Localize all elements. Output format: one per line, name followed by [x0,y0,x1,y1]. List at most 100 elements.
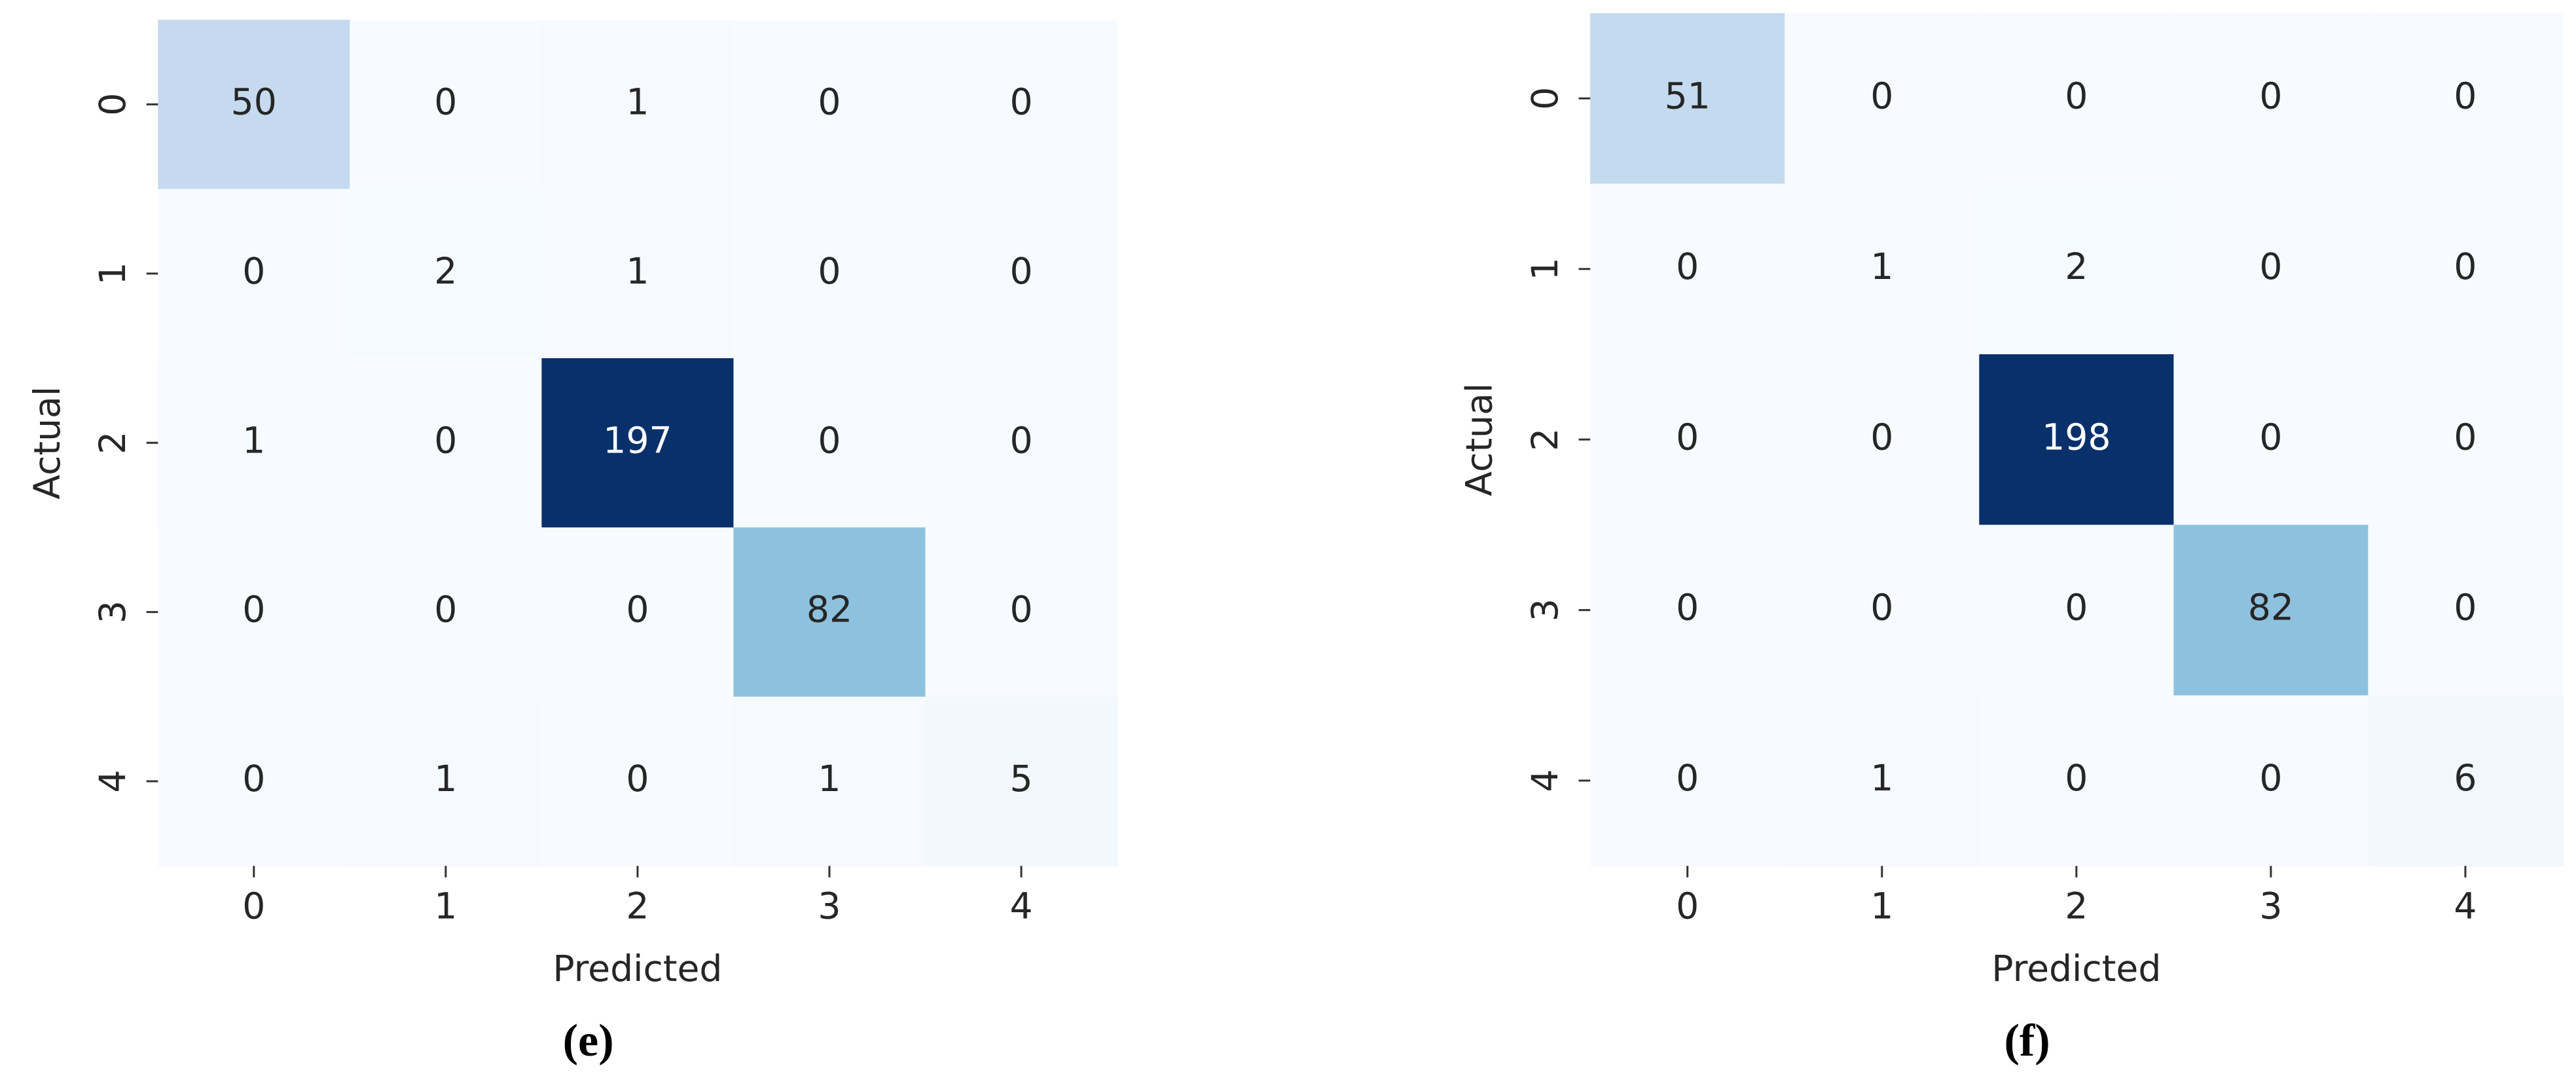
heatmap-cell [158,189,351,360]
heatmap-cell [350,696,543,867]
heatmap-cell [350,20,543,190]
cell-label: 1 [626,251,649,293]
cell-label: 0 [2454,416,2476,458]
heatmap-cell [1785,354,1980,526]
heatmap-cell [350,527,543,698]
heatmap-cell [158,20,351,190]
heatmap-cell [2173,525,2369,697]
y-tick-label: 2 [92,432,134,454]
x-tick-label: 3 [2259,886,2282,928]
y-tick-label: 0 [92,93,134,116]
x-tick-label: 2 [626,886,649,928]
cell-label: 0 [434,420,457,462]
heatmap-cell [541,20,735,190]
cell-label: 1 [1870,758,1893,800]
cell-label: 0 [1009,251,1032,293]
cell-label: 0 [1676,758,1699,800]
heatmap-cell [1979,354,2175,526]
cell-label: 0 [818,81,841,123]
cell-label: 82 [2248,587,2294,629]
heatmap-cell [158,358,351,528]
cell-label: 5 [1009,758,1032,800]
cell-label: 0 [1009,420,1032,462]
heatmap-cell [1979,183,2175,356]
heatmap-cell [2368,525,2564,697]
y-tick-label: 1 [92,262,134,285]
heatmap-cell [1590,13,1786,185]
x-tick-label: 1 [434,886,457,928]
cell-label: 0 [2065,75,2088,117]
cell-label: 1 [818,758,841,800]
heatmap-cell [1785,695,1980,867]
heatmap-cell [2173,183,2369,356]
cell-label: 1 [1870,246,1893,288]
heatmap-cell [925,358,1118,528]
y-tick-label: 2 [1525,428,1567,451]
cell-label: 0 [2259,758,2282,800]
heatmap-cell [2173,13,2369,185]
cell-label: 0 [2454,587,2476,629]
cell-label: 0 [2259,75,2282,117]
heatmap-cell [2368,695,2564,867]
heatmap-cell [1785,525,1980,697]
cell-label: 0 [2454,75,2476,117]
heatmap-cell [1590,695,1786,867]
cell-label: 0 [434,589,457,631]
heatmap-cell [733,527,926,698]
x-axis-label: Predicted [1991,948,2161,990]
heatmap-cell [1590,525,1786,697]
x-tick-label: 1 [1870,886,1893,928]
heatmap-cell [1590,183,1786,356]
heatmap-cell [733,358,926,528]
x-tick-label: 0 [242,886,265,928]
heatmap-cell [1979,525,2175,697]
cell-label: 0 [1676,246,1699,288]
heatmap-cell [1979,695,2175,867]
heatmap-cell [2173,695,2369,867]
cell-label: 82 [807,589,852,631]
cell-label: 0 [626,589,649,631]
cell-label: 51 [1665,75,1711,117]
x-tick-label: 4 [1009,886,1032,928]
cell-label: 1 [434,758,457,800]
cell-label: 0 [1009,81,1032,123]
y-tick-label: 4 [1525,769,1567,792]
x-tick-label: 4 [2454,886,2476,928]
heatmap-cell [1785,13,1980,185]
x-tick-label: 2 [2065,886,2088,928]
cell-label: 0 [2454,246,2476,288]
heatmap-cell [733,189,926,360]
y-tick-label: 3 [1525,599,1567,621]
heatmap-cell [541,189,735,360]
heatmap-cell [2368,183,2564,356]
cell-label: 0 [818,251,841,293]
cell-label: 0 [1009,589,1032,631]
cell-label: 0 [242,589,265,631]
cell-label: 0 [2259,416,2282,458]
heatmap-cell [1590,354,1786,526]
cell-label: 1 [242,420,265,462]
cell-label: 0 [1870,587,1893,629]
heatmap-cell [2368,354,2564,526]
heatmap-cell [925,189,1118,360]
heatmap-cell [925,20,1118,190]
cell-label: 198 [2042,416,2111,458]
y-tick-label: 3 [92,601,134,623]
heatmap-cell [350,189,543,360]
cell-label: 1 [626,81,649,123]
heatmap-cell [541,358,735,528]
cell-label: 197 [603,420,672,462]
cell-label: 0 [1870,75,1893,117]
cell-label: 0 [242,758,265,800]
cell-label: 2 [434,251,457,293]
y-axis-label: Actual [27,386,69,500]
heatmap-cell [158,696,351,867]
caption: (e) [563,1015,614,1066]
cell-label: 0 [2065,587,2088,629]
heatmap-cell [1785,183,1980,356]
cell-label: 50 [231,81,277,123]
cell-label: 0 [2259,246,2282,288]
heatmap-cell [733,696,926,867]
heatmap-cell [541,696,735,867]
